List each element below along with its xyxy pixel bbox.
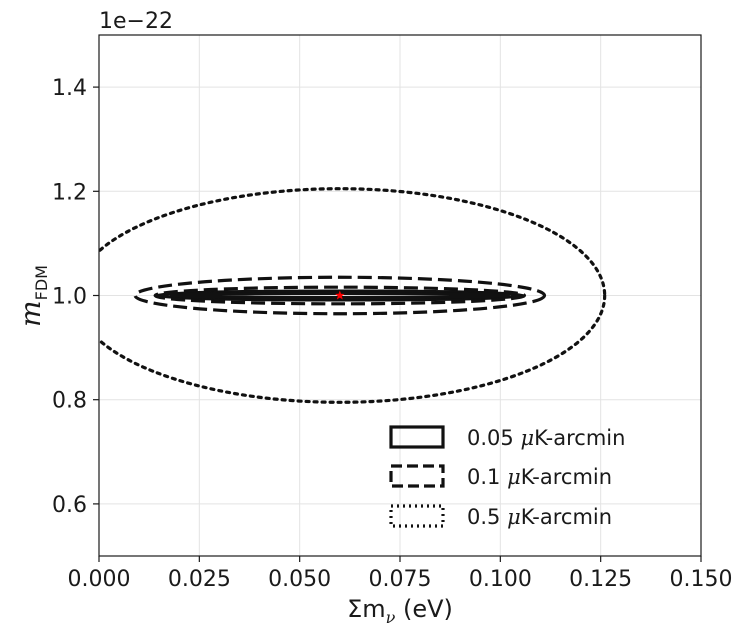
legend-item-dotted: 0.5 μK-arcmin	[389, 504, 612, 529]
x-tick-label: 0.050	[268, 567, 331, 592]
y-axis: 0.6 0.8 1.0 1.2 1.4	[52, 76, 99, 518]
x-axis: 0.000 0.025 0.050 0.075 0.100 0.125 0.150	[68, 556, 733, 592]
legend-label-dotted: 0.5 μK-arcmin	[467, 505, 612, 529]
x-tick-label: 0.000	[68, 567, 131, 592]
legend-label-solid: 0.05 μK-arcmin	[467, 426, 625, 450]
legend: 0.05 μK-arcmin 0.1 μK-arcmin 0.5 μK-arcm…	[389, 425, 625, 529]
fiducial-star	[335, 290, 345, 300]
contour-ellipse-dotted	[99, 187, 607, 404]
legend-swatch-dashed	[389, 464, 445, 488]
x-axis-label: Σmν (eV)	[347, 595, 453, 627]
y-offset-text: 1e−22	[99, 9, 173, 34]
legend-label-dashed: 0.1 μK-arcmin	[467, 465, 612, 489]
x-tick-label: 0.150	[670, 567, 733, 592]
x-tick-label: 0.075	[369, 567, 432, 592]
legend-item-dashed: 0.1 μK-arcmin	[389, 464, 612, 489]
legend-item-solid: 0.05 μK-arcmin	[389, 425, 625, 450]
series-layer	[99, 187, 607, 404]
x-tick-label: 0.100	[469, 567, 532, 592]
y-tick-label: 0.6	[52, 493, 87, 518]
y-axis-label: mFDM	[14, 265, 51, 327]
y-tick-label: 0.8	[52, 389, 87, 414]
y-tick-label: 1.0	[52, 285, 87, 310]
contour-ellipse-dashed	[133, 275, 547, 316]
legend-swatch-dotted	[389, 504, 445, 528]
series-dotted	[99, 187, 607, 404]
series-dashed	[133, 275, 547, 316]
contour-ellipse-dashed	[153, 285, 527, 306]
y-tick-label: 1.2	[52, 180, 87, 205]
x-tick-label: 0.125	[569, 567, 632, 592]
y-tick-label: 1.4	[52, 76, 87, 101]
x-tick-label: 0.025	[168, 567, 231, 592]
legend-swatch-solid	[389, 425, 445, 449]
